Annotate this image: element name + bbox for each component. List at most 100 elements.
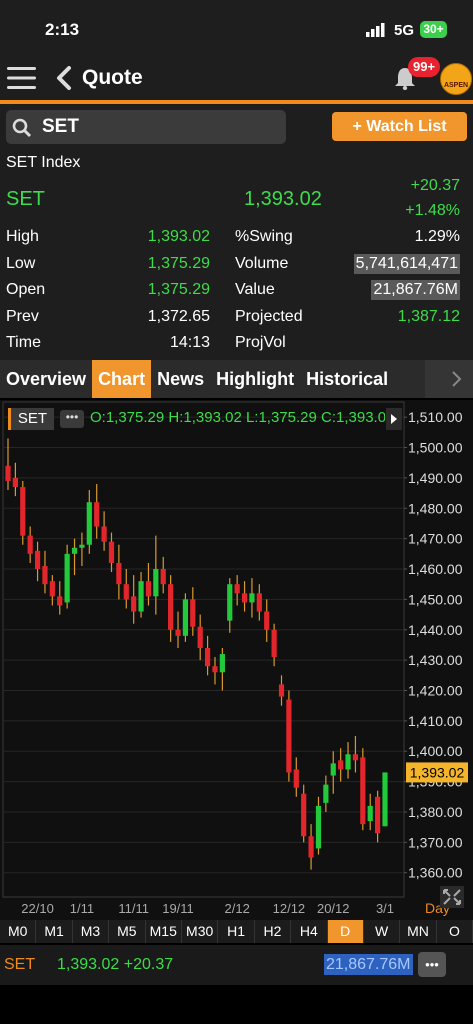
- timeframe[interactable]: MN: [400, 920, 437, 943]
- candle-body: [160, 569, 166, 585]
- tab[interactable]: Overview: [6, 369, 87, 389]
- y-tick-label: 1,420.00: [408, 682, 463, 698]
- search-box[interactable]: SET: [6, 110, 286, 144]
- x-tick-label: 3/1: [376, 901, 394, 916]
- battery: 30+: [420, 21, 447, 38]
- candle-body: [64, 553, 70, 603]
- row-label: Value: [235, 281, 275, 298]
- watchlist-button[interactable]: + Watch List: [332, 112, 467, 141]
- ohlc-scroll[interactable]: [386, 408, 402, 430]
- candle-body: [256, 593, 262, 612]
- timeframe[interactable]: H4: [291, 920, 328, 943]
- row-value: 1,375.29: [147, 254, 210, 272]
- candle-body: [382, 772, 388, 827]
- footer-bar: SET 1,393.02 +20.37 21,867.76M •••: [0, 945, 473, 985]
- candle-body: [57, 596, 63, 606]
- y-tick-label: 1,450.00: [408, 591, 463, 607]
- menu-button[interactable]: [7, 66, 37, 90]
- timeframe[interactable]: M15: [146, 920, 182, 943]
- top-bar: 2:13 5G 30+ Quote 99+ ASPEN: [0, 0, 473, 101]
- candle-body: [27, 535, 33, 554]
- timeframe[interactable]: M0: [0, 920, 37, 943]
- candle-body: [20, 487, 26, 536]
- candle-body: [94, 502, 100, 527]
- y-tick-label: 1,430.00: [408, 652, 463, 668]
- ohlc-header: O:1,375.29 H:1,393.02 L:1,375.29 C:1,393…: [90, 409, 385, 426]
- signal-icon: [366, 23, 385, 37]
- footer-more[interactable]: •••: [418, 952, 446, 977]
- x-tick-label: 2/12: [225, 901, 250, 916]
- candlestick-chart: 1,510.00 1,500.00 1,490.00 1,480.00 1,470.00…: [0, 400, 473, 920]
- y-tick-label: 1,460.00: [408, 561, 463, 577]
- tab[interactable]: Chart: [92, 360, 152, 398]
- chart-options[interactable]: •••: [60, 410, 84, 428]
- tab[interactable]: Highlight: [216, 369, 295, 389]
- y-tick-label: 1,360.00: [408, 865, 463, 881]
- timeframe[interactable]: M5: [109, 920, 146, 943]
- x-tick-label: 11/11: [118, 901, 149, 916]
- y-tick-label: 1,400.00: [408, 743, 463, 759]
- candle-body: [323, 784, 329, 803]
- footer-symbol: SET: [4, 956, 36, 973]
- network: 5G: [394, 22, 415, 39]
- candle-body: [338, 760, 344, 770]
- candle-body: [71, 547, 78, 554]
- row-value: 14:13: [169, 334, 210, 351]
- x-tick-label: 19/11: [162, 901, 194, 916]
- change-percent: +1.48%: [405, 202, 460, 219]
- candle-body: [219, 654, 225, 673]
- candle-body: [12, 477, 18, 488]
- candle-body: [168, 584, 174, 630]
- candle-body: [330, 763, 336, 776]
- candle-body: [212, 666, 218, 673]
- candle-body: [5, 465, 11, 481]
- y-tick-label: 1,380.00: [408, 804, 463, 820]
- timeframe[interactable]: H1: [218, 920, 255, 943]
- candle-body: [227, 584, 233, 621]
- candle-body: [153, 569, 159, 597]
- timeframe[interactable]: M3: [73, 920, 110, 943]
- chart-symbol: SET: [8, 408, 54, 430]
- tab[interactable]: News: [157, 369, 205, 389]
- y-tick-label: 1,500.00: [408, 440, 463, 456]
- candle-body: [293, 769, 299, 788]
- fullscreen-button[interactable]: [440, 886, 464, 908]
- timeframe[interactable]: O: [437, 920, 473, 943]
- tab[interactable]: Historical: [306, 369, 389, 389]
- candle-body: [249, 593, 255, 603]
- timeframe[interactable]: M30: [182, 920, 219, 943]
- timeframe[interactable]: W: [364, 920, 401, 943]
- last-price-box: [406, 762, 468, 783]
- timeframe[interactable]: M1: [36, 920, 73, 943]
- candle-body: [264, 611, 270, 630]
- x-tick-label: 1/11: [70, 901, 94, 916]
- back-button[interactable]: [54, 66, 74, 90]
- x-tick-label: 20/12: [317, 901, 350, 916]
- row-value: 1,372.65: [147, 307, 210, 325]
- row-value: 1,375.29: [147, 281, 210, 298]
- change: +20.37: [410, 177, 460, 194]
- logo[interactable]: ASPEN: [440, 63, 472, 95]
- timeframe[interactable]: D: [327, 920, 364, 943]
- footer-value: 21,867.76M: [324, 954, 413, 975]
- candle-body: [131, 596, 137, 612]
- timeframe[interactable]: H2: [255, 920, 292, 943]
- tabs-scroll[interactable]: [425, 360, 473, 398]
- row-label: Volume: [235, 254, 289, 272]
- x-tick-label: 22/10: [21, 901, 54, 916]
- symbol: SET: [6, 188, 45, 210]
- candle-body: [360, 757, 366, 825]
- candle-body: [145, 581, 152, 597]
- candle-body: [375, 796, 381, 834]
- candle-body: [308, 836, 314, 858]
- row-label: Low: [6, 254, 36, 272]
- candle-body: [352, 754, 359, 761]
- clock: 2:13: [45, 20, 80, 39]
- header-divider: [0, 100, 473, 104]
- page-title: Quote: [82, 66, 143, 89]
- row-value: 1,387.12: [397, 307, 460, 325]
- candle-body: [345, 754, 351, 770]
- candle-body: [315, 805, 322, 849]
